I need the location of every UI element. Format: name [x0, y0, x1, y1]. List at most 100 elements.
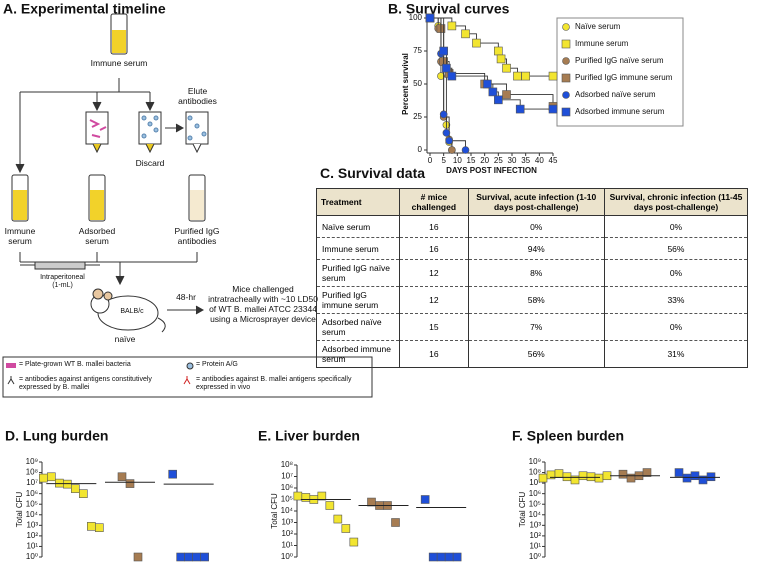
- survival-table: Treatment # mice challenged Survival, acut…: [315, 188, 749, 368]
- y-tick-label: 10⁰: [281, 552, 293, 561]
- marker: [349, 537, 359, 547]
- label: naïve: [114, 334, 136, 344]
- marker: [125, 479, 135, 488]
- marker: [602, 471, 612, 481]
- x-tick-label: 25: [494, 156, 503, 165]
- table-row: Adsorbed naïve serum 15 7% 0%: [315, 313, 749, 341]
- table-cell: 56%: [603, 237, 749, 260]
- label: Adsorbed serum: [78, 226, 116, 246]
- step-line: [506, 94, 554, 107]
- table-row: Naïve serum 16 0% 0%: [315, 215, 749, 238]
- legend-marker: [561, 107, 571, 117]
- y-tick-label: 10⁸: [529, 468, 541, 477]
- legend-label: Adsorbed immune serum: [575, 107, 665, 116]
- label: Mice challenged intratracheally with ~10…: [208, 284, 318, 324]
- timeline-diagram: [2, 13, 373, 398]
- marker: [502, 63, 511, 73]
- marker: [496, 54, 506, 64]
- y-tick-label: 10⁹: [529, 457, 541, 466]
- table-cell: Immune serum: [315, 237, 401, 260]
- marker: [447, 21, 457, 31]
- y-tick-label: 10⁴: [529, 510, 542, 519]
- y-tick-label: 10³: [26, 520, 38, 529]
- chart-title: D. Lung burden: [5, 428, 108, 444]
- table-cell: 16: [399, 215, 469, 238]
- marker: [117, 472, 127, 482]
- marker: [483, 79, 492, 89]
- table-cell: 58%: [467, 286, 605, 314]
- marker: [472, 38, 481, 48]
- label: Immune serum: [4, 226, 36, 246]
- table-cell: 56%: [467, 340, 605, 368]
- marker: [301, 493, 311, 502]
- legend-marker: [562, 91, 570, 99]
- y-tick-label: 75: [413, 46, 422, 55]
- marker: [586, 472, 596, 482]
- chart-title: F. Spleen burden: [512, 428, 624, 444]
- x-tick-label: 45: [549, 156, 558, 165]
- marker: [618, 469, 628, 479]
- label: Intraperitoneal (1-mL): [40, 274, 85, 289]
- marker: [494, 95, 503, 105]
- marker: [513, 71, 522, 81]
- label: Discard: [135, 158, 165, 168]
- chart-title: E. Liver burden: [258, 428, 360, 444]
- marker: [192, 552, 201, 562]
- marker: [184, 552, 193, 562]
- marker: [325, 501, 335, 510]
- marker: [168, 469, 177, 479]
- legend-entry: = antibodies against antigens constituti…: [19, 376, 152, 391]
- marker: [515, 104, 525, 114]
- table-cell: 33%: [603, 286, 749, 314]
- marker: [439, 46, 448, 56]
- y-tick-label: 10⁰: [26, 552, 38, 561]
- y-tick-label: 10⁰: [529, 552, 541, 561]
- legend-entry: = antibodies against B. mallei antigens …: [196, 376, 352, 391]
- header-cell: Treatment: [315, 188, 401, 216]
- legend-marker: [561, 39, 571, 49]
- marker: [47, 472, 56, 482]
- table-cell: Adsorbed naïve serum: [315, 313, 401, 341]
- marker: [706, 472, 716, 482]
- y-tick-label: 10⁴: [281, 506, 294, 515]
- table-cell: 12: [399, 286, 469, 314]
- table-cell: 8%: [467, 259, 605, 287]
- chart-title: B. Survival curves: [388, 1, 510, 17]
- marker: [428, 552, 438, 562]
- y-tick-label: 10⁹: [26, 457, 38, 466]
- table-cell: 7%: [467, 313, 605, 341]
- marker: [442, 63, 451, 73]
- y-axis-label: Total CFU: [15, 491, 24, 527]
- x-tick-label: 30: [508, 156, 517, 165]
- table-cell: 0%: [467, 215, 605, 238]
- marker: [562, 472, 572, 482]
- header-cell: Survival, acute infection (1-10 days pos…: [467, 188, 605, 216]
- legend-entry: = Plate-grown WT B. mallei bacteria: [19, 361, 131, 368]
- marker: [95, 523, 104, 532]
- y-tick-label: 10¹: [26, 542, 38, 551]
- marker: [425, 13, 435, 23]
- marker: [71, 484, 80, 493]
- marker: [642, 468, 652, 477]
- y-tick-label: 10²: [281, 529, 293, 538]
- legend-label: Immune serum: [575, 39, 629, 48]
- table-cell: Adsorbed immune serum: [315, 340, 401, 368]
- legend-marker: [562, 57, 570, 65]
- table-cell: Purified IgG naïve serum: [315, 259, 401, 287]
- legend-label: Purified IgG naïve serum: [575, 56, 664, 65]
- marker: [444, 552, 454, 562]
- legend-box: [556, 17, 684, 127]
- y-tick-label: 10⁷: [281, 472, 293, 481]
- marker: [548, 71, 558, 81]
- y-tick-label: 0: [418, 145, 423, 154]
- marker: [461, 146, 470, 154]
- table-row: Purified IgG naïve serum 12 8% 0%: [315, 259, 749, 287]
- table-cell: 0%: [603, 259, 749, 287]
- marker: [461, 29, 470, 39]
- y-tick-label: 10⁷: [26, 478, 38, 487]
- marker: [682, 473, 692, 483]
- header-cell: Survival, chronic infection (11-45 days …: [603, 188, 749, 216]
- marker: [87, 522, 96, 531]
- marker: [436, 552, 446, 562]
